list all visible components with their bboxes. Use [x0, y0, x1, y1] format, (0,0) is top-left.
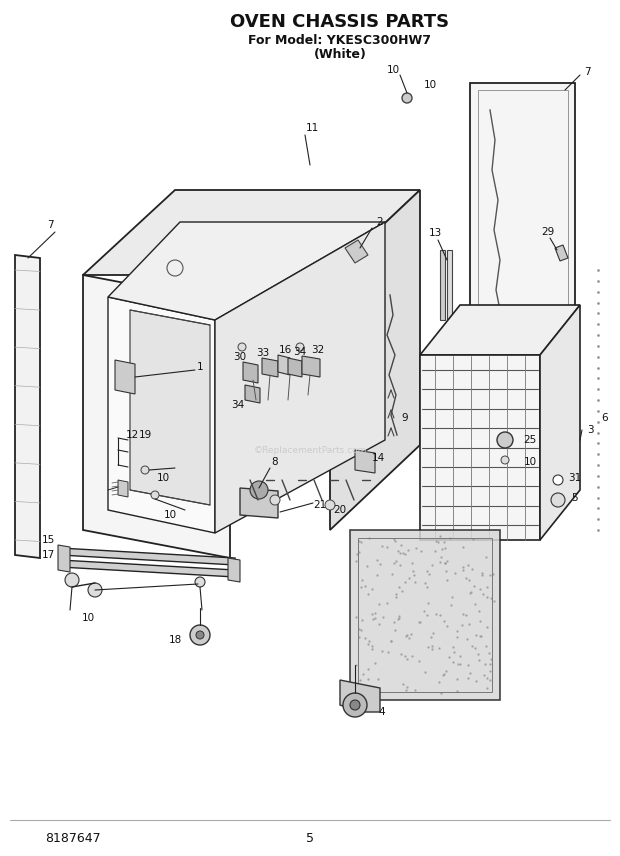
- Circle shape: [296, 343, 304, 351]
- Circle shape: [141, 466, 149, 474]
- Text: 11: 11: [306, 123, 319, 133]
- Polygon shape: [243, 362, 258, 383]
- Text: 8: 8: [272, 457, 278, 467]
- Text: 18: 18: [169, 635, 182, 645]
- Polygon shape: [115, 360, 135, 394]
- Text: 1: 1: [197, 362, 203, 372]
- Polygon shape: [262, 358, 278, 377]
- Text: 34: 34: [293, 347, 307, 357]
- Polygon shape: [330, 190, 420, 530]
- Polygon shape: [440, 250, 445, 320]
- Circle shape: [350, 700, 360, 710]
- Text: 10: 10: [386, 65, 399, 75]
- Circle shape: [151, 491, 159, 499]
- Text: 30: 30: [234, 352, 247, 362]
- Polygon shape: [340, 680, 380, 712]
- Circle shape: [250, 481, 268, 499]
- Polygon shape: [108, 222, 385, 320]
- Text: 5: 5: [306, 831, 314, 845]
- Circle shape: [190, 625, 210, 645]
- Text: 10: 10: [156, 473, 169, 483]
- Text: 10: 10: [164, 510, 177, 520]
- Polygon shape: [278, 355, 290, 375]
- Polygon shape: [350, 530, 500, 700]
- Polygon shape: [83, 190, 420, 275]
- Text: 19: 19: [138, 430, 152, 440]
- Text: 31: 31: [569, 473, 582, 483]
- Polygon shape: [58, 545, 70, 572]
- Circle shape: [270, 495, 280, 505]
- Text: 7: 7: [583, 67, 590, 77]
- Text: 25: 25: [523, 435, 537, 445]
- Circle shape: [167, 260, 183, 276]
- Circle shape: [551, 493, 565, 507]
- Text: 9: 9: [402, 413, 409, 423]
- Circle shape: [325, 500, 335, 510]
- Polygon shape: [245, 385, 260, 403]
- Text: 7: 7: [46, 220, 53, 230]
- Text: 10: 10: [523, 457, 536, 467]
- Circle shape: [402, 93, 412, 103]
- Text: 16: 16: [278, 345, 291, 355]
- Text: 8187647: 8187647: [45, 831, 100, 845]
- Polygon shape: [355, 450, 375, 473]
- Polygon shape: [540, 305, 580, 540]
- Text: 4: 4: [379, 707, 385, 717]
- Circle shape: [343, 693, 367, 717]
- Circle shape: [501, 456, 509, 464]
- Polygon shape: [130, 310, 210, 505]
- Polygon shape: [15, 255, 40, 558]
- Text: 20: 20: [334, 505, 347, 515]
- Text: 10: 10: [423, 80, 436, 90]
- Circle shape: [238, 343, 246, 351]
- Circle shape: [65, 573, 79, 587]
- Polygon shape: [447, 250, 452, 320]
- Polygon shape: [470, 83, 575, 340]
- Text: 17: 17: [42, 550, 55, 560]
- Polygon shape: [555, 245, 568, 261]
- Text: 29: 29: [541, 227, 555, 237]
- Polygon shape: [302, 356, 320, 377]
- Circle shape: [195, 577, 205, 587]
- Polygon shape: [420, 355, 540, 540]
- Text: OVEN CHASSIS PARTS: OVEN CHASSIS PARTS: [231, 13, 450, 31]
- Text: 2: 2: [377, 217, 383, 227]
- Text: 33: 33: [257, 348, 270, 358]
- Circle shape: [196, 631, 204, 639]
- Circle shape: [553, 475, 563, 485]
- Polygon shape: [345, 240, 368, 263]
- Polygon shape: [288, 358, 302, 377]
- Text: 13: 13: [428, 228, 441, 238]
- Circle shape: [497, 432, 513, 448]
- Polygon shape: [240, 488, 278, 518]
- Polygon shape: [83, 275, 230, 558]
- Text: 34: 34: [231, 400, 245, 410]
- Text: 5: 5: [572, 493, 578, 503]
- Polygon shape: [118, 480, 128, 497]
- Polygon shape: [228, 558, 240, 582]
- Text: 15: 15: [42, 535, 55, 545]
- Text: 21: 21: [313, 500, 327, 510]
- Text: (White): (White): [314, 47, 366, 61]
- Text: 3: 3: [587, 425, 593, 435]
- Text: 32: 32: [311, 345, 325, 355]
- Polygon shape: [108, 297, 215, 533]
- Text: 10: 10: [81, 613, 95, 623]
- Polygon shape: [215, 222, 385, 533]
- Text: 12: 12: [125, 430, 139, 440]
- Text: 6: 6: [601, 413, 608, 423]
- Text: For Model: YKESC300HW7: For Model: YKESC300HW7: [249, 33, 432, 46]
- Text: 14: 14: [371, 453, 384, 463]
- Text: ©ReplacementParts.com: ©ReplacementParts.com: [254, 445, 366, 455]
- Polygon shape: [60, 560, 235, 577]
- Circle shape: [88, 583, 102, 597]
- Polygon shape: [60, 548, 235, 565]
- Polygon shape: [420, 305, 580, 355]
